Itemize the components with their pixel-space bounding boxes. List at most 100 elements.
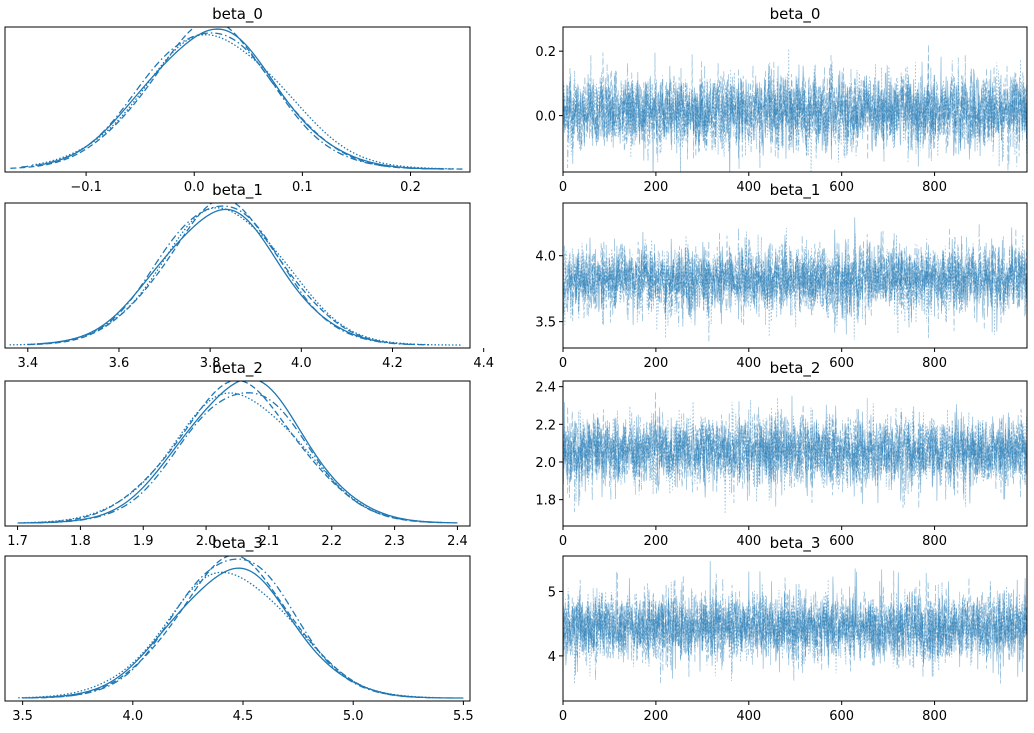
x-tick-label: 0	[559, 534, 567, 549]
x-tick-label: 4.5	[233, 709, 254, 724]
density-line-dashdot	[36, 392, 433, 524]
axes-frame	[4, 26, 471, 173]
trace-panel-beta_2: 0 200 400 600 800 1.8 2.0 2.2 2.4 beta_2	[535, 359, 1028, 549]
panel-title: beta_3	[770, 534, 821, 553]
x-tick-label: 800	[922, 709, 947, 724]
x-tick-label: 3.8	[200, 356, 221, 371]
trace-line-chain-2	[563, 570, 1027, 684]
x-tick-label: 3.5	[12, 709, 33, 724]
x-tick-label: 800	[922, 356, 947, 371]
trace-line-chain-4	[563, 55, 1027, 169]
density-panel-beta_0: −0.1 0.0 0.1 0.2 beta_0	[4, 5, 471, 195]
x-tick-label: 5.5	[453, 709, 474, 724]
axes-frame	[4, 202, 471, 349]
x-tick-label: 400	[736, 180, 761, 195]
x-tick-label: 2.0	[196, 534, 217, 549]
density-line-dashdot	[27, 205, 411, 346]
density-line-dashdot	[27, 558, 420, 699]
axes-frame	[562, 26, 1028, 173]
trace-line-chain-1	[563, 395, 1027, 506]
density-line-dotted	[9, 207, 461, 346]
x-tick-label: 3.4	[17, 356, 38, 371]
x-tick-label: 2.1	[259, 534, 280, 549]
y-tick-label: 4	[548, 650, 556, 665]
trace-line-chain-3	[563, 397, 1027, 514]
panel-title: beta_1	[212, 181, 263, 200]
density-line-solid	[33, 567, 464, 699]
x-tick-label: 0.0	[184, 180, 205, 195]
x-tick-label: 2.4	[447, 534, 468, 549]
x-tick-label: −0.1	[70, 180, 102, 195]
trace-line-chain-2	[563, 228, 1027, 339]
trace-panel-beta_0: 0 200 400 600 800 0.0 0.2 beta_0	[535, 5, 1028, 195]
density-line-dashdot	[21, 32, 443, 170]
y-tick-label: 2.4	[535, 381, 556, 396]
trace-line-chain-1	[563, 561, 1027, 679]
x-tick-label: 800	[922, 534, 947, 549]
trace-panel-beta_1: 0 200 400 600 800 3.5 4.0 beta_1	[535, 181, 1028, 371]
x-tick-label: 5.0	[343, 709, 364, 724]
y-tick-label: 4.0	[535, 250, 556, 265]
density-line-solid	[17, 381, 458, 524]
x-tick-label: 4.2	[382, 356, 403, 371]
x-tick-label: 4.4	[473, 356, 494, 371]
axes-frame	[562, 380, 1028, 527]
trace-line-chain-2	[563, 44, 1027, 172]
x-tick-label: 400	[736, 534, 761, 549]
x-tick-label: 600	[829, 180, 854, 195]
density-line-solid	[42, 28, 443, 170]
trace-line-chain-1	[563, 217, 1027, 335]
x-tick-label: 3.6	[109, 356, 130, 371]
x-tick-label: 0.2	[400, 180, 421, 195]
x-tick-label: 4.0	[122, 709, 143, 724]
axes-frame	[562, 202, 1028, 349]
y-tick-label: 2.2	[535, 418, 556, 433]
trace-line-chain-4	[563, 573, 1027, 684]
axes-frame	[4, 380, 471, 527]
x-tick-label: 0.1	[292, 180, 313, 195]
panel-title: beta_0	[770, 5, 821, 24]
density-line-dashed	[22, 556, 431, 699]
trace-line-chain-3	[563, 571, 1027, 684]
x-tick-label: 1.7	[7, 534, 28, 549]
x-tick-label: 600	[829, 356, 854, 371]
density-panel-beta_2: 1.7 1.8 1.9 2.0 2.1 2.2 2.3 2.4 beta_2	[4, 359, 471, 549]
trace-line-chain-3	[563, 228, 1027, 340]
x-tick-label: 1.8	[70, 534, 91, 549]
y-tick-label: 0.2	[535, 45, 556, 60]
x-tick-label: 600	[829, 709, 854, 724]
x-tick-label: 2.3	[384, 534, 405, 549]
density-panel-beta_3: 3.5 4.0 4.5 5.0 5.5 beta_3	[4, 534, 474, 724]
trace-line-chain-3	[563, 48, 1027, 172]
axes-frame	[562, 555, 1028, 702]
density-line-dotted	[31, 34, 454, 170]
x-tick-label: 600	[829, 534, 854, 549]
x-tick-label: 0	[559, 709, 567, 724]
x-tick-label: 200	[643, 356, 668, 371]
trace-line-chain-2	[563, 391, 1027, 509]
y-tick-label: 1.8	[535, 494, 556, 509]
x-tick-label: 200	[643, 180, 668, 195]
panel-title: beta_1	[770, 181, 821, 200]
trace-line-chain-4	[563, 405, 1027, 513]
density-line-dotted	[18, 571, 442, 699]
y-tick-label: 3.5	[535, 316, 556, 331]
trace-line-chain-1	[563, 56, 1027, 172]
x-tick-label: 2.2	[321, 534, 342, 549]
axes-frame	[4, 555, 471, 702]
density-panel-beta_1: 3.4 3.6 3.8 4.0 4.2 4.4 beta_1	[4, 181, 494, 371]
panel-title: beta_2	[212, 359, 263, 378]
x-tick-label: 200	[643, 534, 668, 549]
panel-title: beta_2	[770, 359, 821, 378]
trace-line-chain-4	[563, 223, 1027, 342]
x-tick-label: 400	[736, 356, 761, 371]
y-tick-label: 0.0	[535, 110, 556, 125]
y-tick-label: 2.0	[535, 456, 556, 471]
density-line-dashed	[30, 381, 445, 524]
x-tick-label: 0	[559, 180, 567, 195]
y-tick-label: 5	[548, 585, 556, 600]
x-tick-label: 200	[643, 709, 668, 724]
x-tick-label: 0	[559, 356, 567, 371]
panel-title: beta_3	[212, 534, 263, 553]
